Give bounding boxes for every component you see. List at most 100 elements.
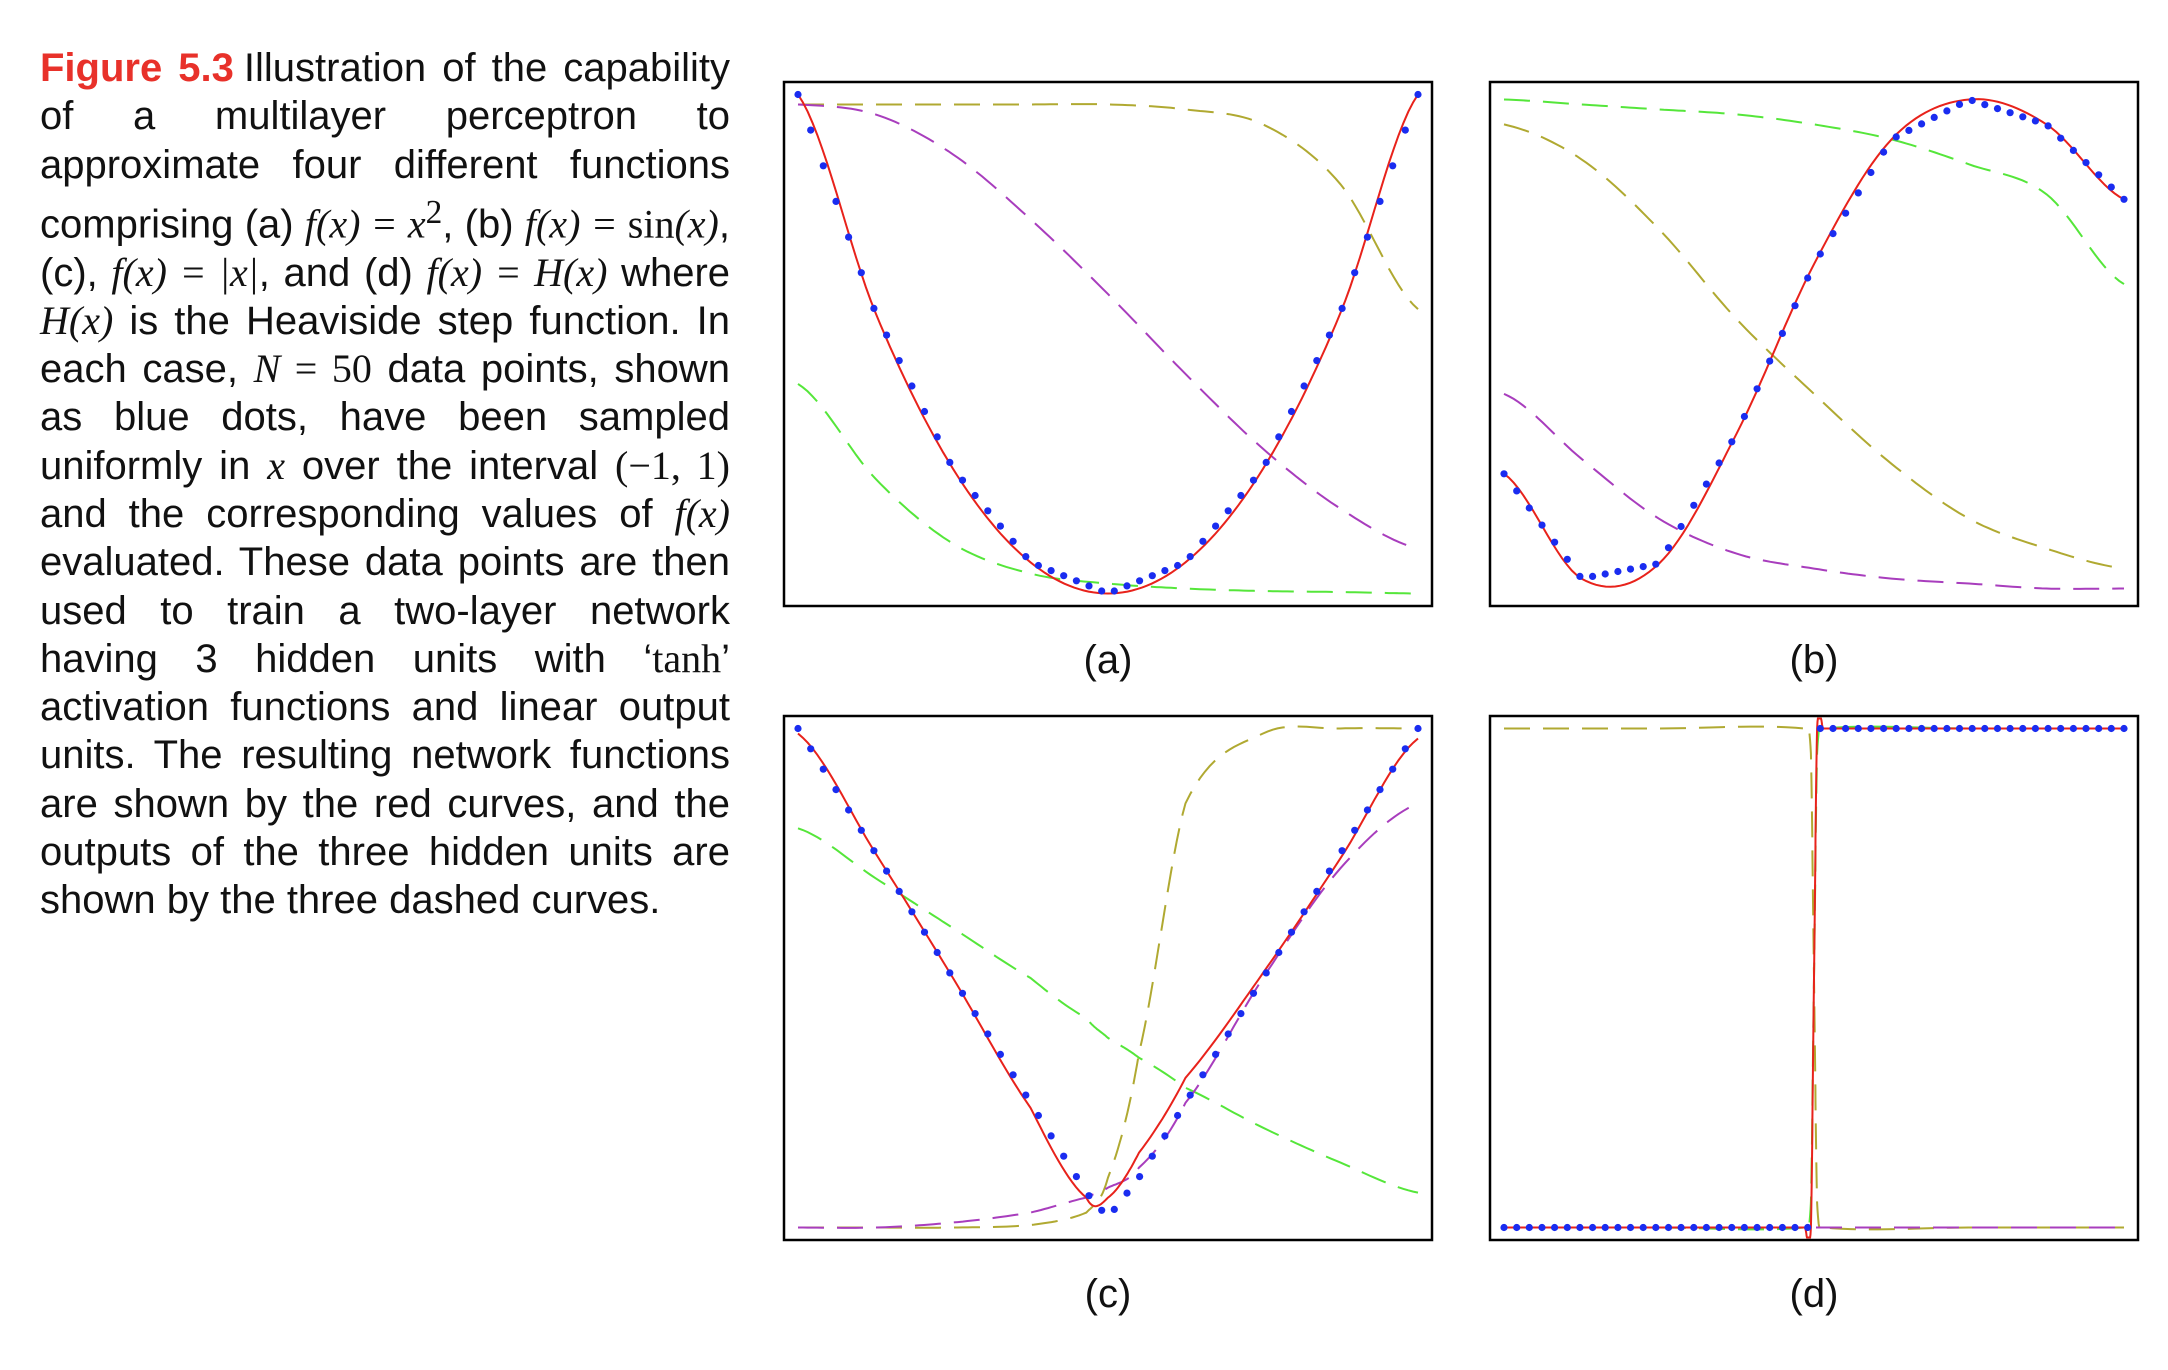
data-point	[1136, 577, 1144, 585]
data-point	[2057, 724, 2065, 733]
data-point	[1338, 304, 1346, 312]
data-point	[1880, 148, 1888, 156]
chart-c	[782, 714, 1434, 1242]
data-point	[920, 407, 929, 416]
data-point	[1778, 329, 1786, 337]
data-point	[1525, 504, 1533, 512]
data-point	[1085, 1192, 1093, 1200]
data-point	[1525, 1223, 1533, 1232]
chart-a	[782, 80, 1434, 608]
hidden-1-curve	[1503, 98, 2125, 285]
data-point	[1199, 1071, 1207, 1079]
data-point	[1022, 553, 1030, 561]
data-point	[1363, 806, 1371, 814]
data-point	[996, 1050, 1004, 1058]
data-point	[1174, 561, 1182, 570]
data-point	[1829, 724, 1837, 733]
data-point	[1955, 100, 1964, 108]
data-point	[1313, 357, 1321, 365]
data-point	[958, 476, 967, 484]
data-point	[1804, 1223, 1812, 1232]
data-point	[1224, 1030, 1232, 1038]
plot-area	[794, 90, 1422, 595]
data-point	[1249, 476, 1258, 484]
data-point	[1110, 1205, 1118, 1213]
data-point	[807, 126, 815, 134]
data-point	[883, 867, 891, 875]
data-point	[1212, 522, 1220, 530]
network-fit-curve	[1503, 98, 2125, 588]
hidden-1-curve	[797, 827, 1419, 1194]
data-point	[946, 458, 954, 466]
data-point	[1955, 724, 1964, 733]
data-point	[971, 491, 979, 500]
data-point	[2069, 146, 2077, 154]
plot-area	[1500, 717, 2128, 1239]
data-point	[1376, 197, 1384, 205]
data-point	[1589, 572, 1597, 580]
hidden-2-curve	[798, 725, 1418, 1229]
data-point	[807, 745, 815, 753]
data-point	[946, 969, 954, 977]
data-point	[1186, 553, 1194, 561]
plot-frame	[1488, 80, 2140, 608]
data-point	[832, 197, 840, 205]
data-point	[908, 908, 916, 916]
data-point	[1098, 587, 1106, 595]
data-point	[794, 724, 802, 733]
data-point	[2031, 724, 2039, 733]
data-point	[870, 847, 878, 855]
data-point	[1690, 1223, 1698, 1232]
data-point	[1551, 1223, 1559, 1232]
data-point	[1072, 577, 1080, 585]
data-point	[1804, 274, 1812, 282]
data-point	[1677, 522, 1685, 531]
data-point	[2069, 724, 2077, 733]
data-point	[1626, 565, 1635, 573]
data-point	[1224, 507, 1232, 515]
data-point	[1930, 724, 1938, 733]
data-point	[1766, 1223, 1774, 1232]
data-point	[1212, 1050, 1220, 1058]
data-point	[870, 304, 878, 312]
data-point	[1325, 331, 1333, 339]
data-point	[1136, 1173, 1144, 1181]
hidden-3-curve	[798, 802, 1419, 1229]
data-point	[1313, 887, 1321, 895]
data-point	[1576, 572, 1584, 580]
data-point	[832, 786, 840, 794]
data-point	[1601, 570, 1609, 578]
data-point	[1842, 209, 1850, 217]
data-point	[1538, 521, 1546, 529]
data-point	[2107, 183, 2115, 191]
data-point	[1401, 126, 1409, 134]
data-point	[1854, 724, 1862, 733]
data-point	[1715, 1223, 1723, 1232]
data-point	[2095, 171, 2103, 179]
data-point	[1639, 1223, 1647, 1232]
data-point	[1943, 107, 1951, 115]
data-point	[1918, 724, 1926, 733]
data-point	[1652, 1223, 1660, 1232]
data-point	[1690, 501, 1698, 509]
data-point	[1854, 189, 1862, 197]
hidden-3-curve	[797, 103, 1419, 550]
data-point	[1664, 544, 1673, 552]
data-point	[1766, 357, 1774, 365]
data-point	[1639, 563, 1647, 571]
data-point	[1614, 567, 1622, 576]
data-point	[1287, 928, 1296, 936]
data-point	[857, 269, 865, 277]
panel-a	[782, 80, 1434, 608]
data-point	[1930, 113, 1938, 121]
data-point	[1816, 724, 1824, 733]
data-point	[984, 507, 992, 515]
chart-d	[1488, 714, 2140, 1242]
data-point	[933, 948, 941, 957]
data-point	[1791, 1223, 1799, 1232]
data-point	[1842, 724, 1850, 733]
panel-b-label: (b)	[1789, 638, 1839, 682]
data-point	[1981, 724, 1989, 733]
figure-caption: Figure 5.3 Illustration of the capability…	[40, 46, 731, 923]
data-point	[1300, 382, 1308, 390]
